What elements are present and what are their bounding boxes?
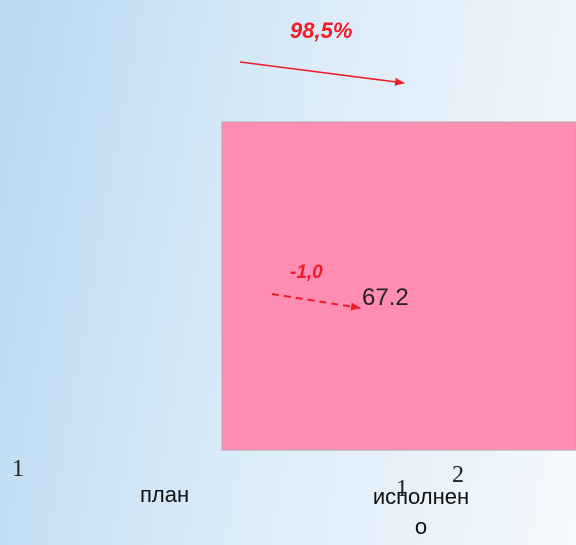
axis-label: 1 [12,456,24,482]
bar [221,121,576,451]
axis-label: 1 [396,476,408,502]
dashed-arrow [271,293,361,311]
axis-label: 2 [452,462,464,488]
arrow [239,61,405,86]
bar-label: 67.2 [362,284,409,311]
annotation: 98,5% [290,18,353,43]
category-label: исполнено [372,484,470,539]
annotation: -1,0 [290,262,323,283]
category-label: план [140,482,190,507]
